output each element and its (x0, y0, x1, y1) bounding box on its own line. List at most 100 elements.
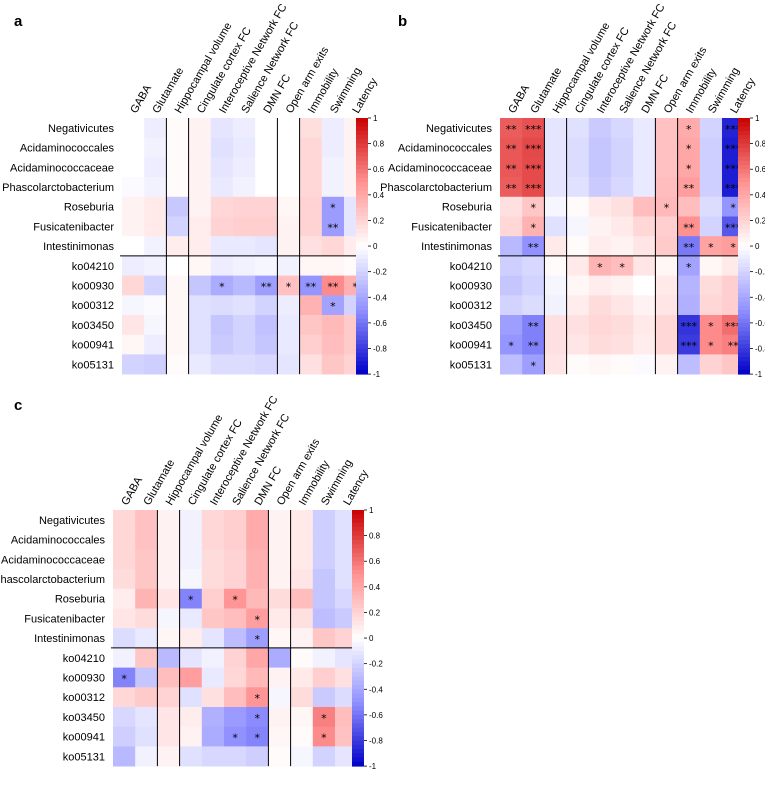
heatmap-cell (588, 137, 612, 158)
row-label: ko00930 (72, 280, 114, 292)
heatmap-cell (122, 177, 145, 198)
heatmap-cell (335, 667, 358, 688)
row-label: Negativicutes (48, 123, 115, 135)
heatmap-cell (113, 687, 136, 708)
colorbar-segment (352, 659, 364, 665)
heatmap-panel-b: b** *** * ***** *** * ***** *** * ***** *** ** **** *… (380, 2, 765, 379)
colorbar-segment (356, 135, 368, 140)
colorbar-tick-label: -1 (369, 762, 377, 771)
colorbar-segment (356, 190, 368, 196)
colorbar-segment (356, 147, 368, 153)
heatmap-cell (255, 157, 278, 178)
colorbar-segment (738, 160, 750, 166)
colorbar-segment (356, 246, 368, 251)
row-label: Negativicutes (426, 123, 493, 135)
heatmap-cell (122, 255, 145, 276)
colorbar-segment (352, 646, 364, 652)
heatmap-cell (544, 236, 567, 257)
colorbar-segment (352, 689, 364, 695)
colorbar-segment (738, 361, 750, 367)
heatmap-cell (500, 118, 523, 139)
colorbar-segment (738, 271, 750, 277)
colorbar-segment (738, 126, 750, 132)
heatmap-cell (321, 137, 345, 158)
heatmap-cell (179, 608, 203, 629)
heatmap-cell (299, 118, 323, 139)
heatmap-cell (335, 529, 358, 550)
heatmap-cell (321, 354, 345, 375)
heatmap-cell (122, 216, 145, 237)
heatmap-cell (544, 118, 567, 139)
heatmap-cell (179, 667, 203, 688)
heatmap-cell (290, 588, 314, 609)
row-label: ko05131 (72, 359, 114, 371)
colorbar-tick-label: 0.2 (373, 216, 385, 225)
significance-mark: * (352, 280, 358, 293)
heatmap-cell (166, 196, 189, 217)
colorbar-segment (352, 569, 364, 575)
heatmap-cell (699, 315, 723, 336)
colorbar-segment (738, 246, 750, 251)
heatmap-cell (655, 275, 678, 296)
significance-mark: ** (728, 340, 740, 353)
colorbar-segment (738, 288, 750, 294)
heatmap-cell (179, 529, 203, 550)
heatmap-cell (135, 569, 158, 590)
heatmap-cell (135, 667, 158, 688)
row-label: Acidaminococcaceae (388, 162, 492, 174)
heatmap-cell (335, 707, 358, 728)
heatmap-cell (188, 118, 212, 139)
heatmap-cell (522, 255, 545, 276)
heatmap-cell (157, 707, 180, 728)
heatmap-cell (699, 295, 723, 316)
heatmap-cell (201, 707, 225, 728)
heatmap-cell (268, 608, 291, 629)
heatmap-cell (321, 255, 345, 276)
heatmap-cell (321, 236, 345, 257)
heatmap-cell (144, 216, 167, 237)
heatmap-cell (166, 216, 189, 237)
heatmap-cell (588, 118, 612, 139)
colorbar-segment (738, 186, 750, 192)
colorbar-tick-label: 0.8 (369, 532, 381, 541)
heatmap-cell (144, 354, 167, 375)
significance-mark: * (708, 340, 714, 353)
colorbar-segment (356, 348, 368, 354)
heatmap-cell (277, 275, 300, 296)
heatmap-cell (277, 177, 300, 198)
colorbar-segment (352, 744, 364, 750)
heatmap-cell (268, 549, 291, 570)
colorbar-segment (738, 314, 750, 320)
heatmap-cell (522, 137, 545, 158)
heatmap-cell (500, 236, 523, 257)
heatmap-cell (255, 354, 278, 375)
row-label: Intestinimonas (421, 241, 492, 253)
heatmap-cell (699, 216, 723, 237)
heatmap-cell (268, 647, 291, 668)
colorbar-segment (352, 510, 364, 515)
colorbar-tick-label: 0.2 (369, 608, 381, 617)
colorbar-tick-label: 0.8 (373, 140, 385, 149)
colorbar-segment (352, 714, 364, 720)
colorbar-segment (356, 327, 368, 332)
heatmap-cell (135, 608, 158, 629)
colorbar-segment (352, 753, 364, 759)
heatmap-cell (179, 549, 203, 570)
heatmap-cell (633, 236, 656, 257)
heatmap-cell (113, 549, 136, 570)
heatmap-cell (268, 707, 291, 728)
heatmap-cell (277, 354, 300, 375)
heatmap-cell (179, 707, 203, 728)
heatmap-cell (335, 647, 358, 668)
heatmap-cell (299, 177, 323, 198)
significance-mark: *** (525, 162, 542, 175)
heatmap-cell (268, 667, 291, 688)
heatmap-cell (188, 295, 212, 316)
significance-mark: ** (327, 280, 339, 293)
heatmap-cell (113, 628, 136, 649)
colorbar-segment (352, 761, 364, 767)
heatmap-cell (611, 177, 634, 198)
heatmap-cell (233, 196, 256, 217)
heatmap-cell (633, 118, 656, 139)
heatmap-cell (255, 216, 278, 237)
